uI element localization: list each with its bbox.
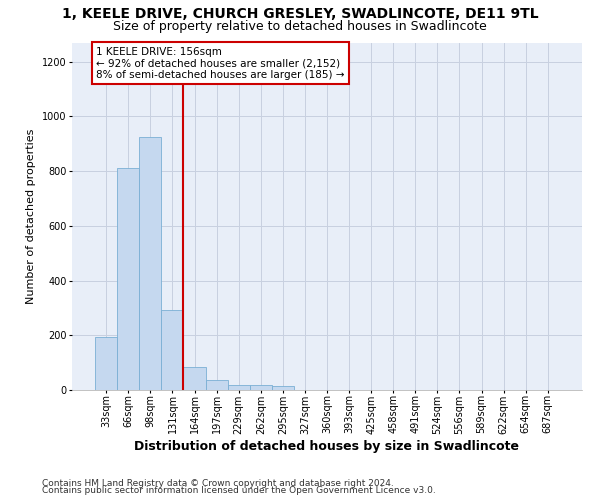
Bar — [227, 384, 250, 390]
Text: Contains public sector information licensed under the Open Government Licence v3: Contains public sector information licen… — [42, 486, 436, 495]
Text: Contains HM Land Registry data © Crown copyright and database right 2024.: Contains HM Land Registry data © Crown c… — [42, 478, 394, 488]
Bar — [206, 380, 227, 390]
Bar — [139, 137, 161, 390]
Text: Size of property relative to detached houses in Swadlincote: Size of property relative to detached ho… — [113, 20, 487, 33]
X-axis label: Distribution of detached houses by size in Swadlincote: Distribution of detached houses by size … — [134, 440, 520, 454]
Bar — [95, 337, 117, 390]
Bar — [117, 168, 139, 390]
Bar — [161, 310, 184, 390]
Y-axis label: Number of detached properties: Number of detached properties — [26, 128, 36, 304]
Text: 1 KEELE DRIVE: 156sqm
← 92% of detached houses are smaller (2,152)
8% of semi-de: 1 KEELE DRIVE: 156sqm ← 92% of detached … — [96, 46, 345, 80]
Bar — [250, 385, 272, 390]
Text: 1, KEELE DRIVE, CHURCH GRESLEY, SWADLINCOTE, DE11 9TL: 1, KEELE DRIVE, CHURCH GRESLEY, SWADLINC… — [62, 8, 538, 22]
Bar — [272, 386, 294, 390]
Bar — [184, 366, 206, 390]
